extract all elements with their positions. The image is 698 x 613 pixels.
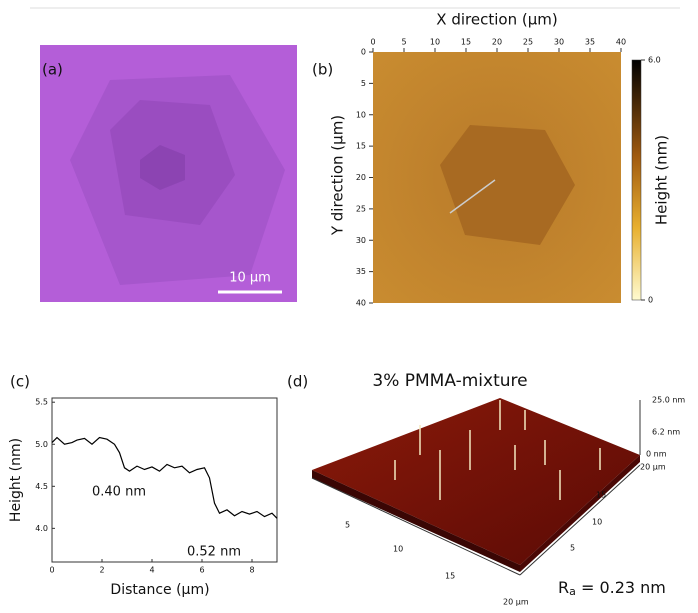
colorbar-tick-label: 0 (648, 296, 653, 305)
y-tick-label: 40 (356, 299, 366, 308)
x-label: 15 (445, 572, 455, 581)
y-tick-label: 5.0 (35, 440, 48, 449)
y-tick-label: 4.0 (35, 524, 48, 533)
y-label: 5 (570, 544, 575, 553)
y-tick-label: 4.5 (35, 482, 48, 491)
x-tick-label: 30 (554, 38, 564, 47)
y-axis-label: Y direction (µm) (329, 115, 347, 236)
y-label: 20 µm (640, 463, 666, 472)
roughness-value: = 0.23 nm (576, 578, 666, 597)
y-tick-label: 25 (356, 204, 366, 213)
x-tick-label: 8 (249, 566, 254, 575)
y-axis-label: Height (nm) (8, 438, 24, 522)
scale-bar-label: 10 µm (229, 271, 271, 286)
colorbar (632, 60, 641, 300)
x-tick-label: 40 (616, 38, 626, 47)
panel-label: (c) (10, 373, 30, 391)
x-label: 10 (393, 545, 403, 554)
surface (312, 398, 640, 565)
x-tick-label: 10 (430, 38, 440, 47)
x-axis-label: X direction (µm) (436, 11, 557, 29)
plot-frame (52, 398, 277, 562)
y-tick-label: 5.5 (35, 398, 48, 407)
panel-title: 3% PMMA-mixture (372, 371, 527, 391)
x-tick-label: 6 (199, 566, 204, 575)
y-tick-label: 35 (356, 267, 366, 276)
annotation: 0.52 nm (187, 545, 241, 560)
x-tick-label: 20 (492, 38, 502, 47)
x-axis-label: Distance (µm) (110, 582, 209, 598)
x-label: 5 (345, 521, 350, 530)
y-tick-label: 10 (356, 110, 366, 119)
z-label: 6.2 nm (652, 428, 680, 437)
roughness-subscript: a (569, 585, 576, 598)
y-label: 15 (596, 491, 606, 500)
x-tick-label: 15 (461, 38, 471, 47)
z-label: 0 nm (646, 450, 667, 459)
x-tick-label: 2 (99, 566, 104, 575)
panel-label: (a) (42, 61, 63, 79)
x-tick-label: 25 (523, 38, 533, 47)
x-tick-label: 5 (401, 38, 406, 47)
x-tick-label: 0 (49, 566, 54, 575)
y-tick-label: 30 (356, 236, 366, 245)
x-tick-label: 0 (370, 38, 375, 47)
colorbar-label: Height (nm) (653, 135, 671, 225)
z-label: 25.0 nm (652, 396, 685, 405)
annotation: 0.40 nm (92, 485, 146, 500)
panel-label: (b) (312, 61, 333, 79)
x-tick-label: 4 (149, 566, 154, 575)
colorbar-tick-label: 6.0 (648, 56, 661, 65)
y-tick-label: 0 (361, 48, 366, 57)
roughness: Ra = 0.23 nm (558, 578, 666, 599)
panel-label: (d) (287, 373, 308, 391)
y-tick-label: 15 (356, 142, 366, 151)
x-tick-label: 35 (585, 38, 595, 47)
y-label: 10 (592, 518, 602, 527)
profile-line (52, 438, 277, 519)
roughness-symbol: R (558, 578, 569, 597)
x-label: 20 µm (503, 598, 529, 607)
y-tick-label: 5 (361, 79, 366, 88)
y-tick-label: 20 (356, 173, 366, 182)
figure: 10 µm (a) (b) X direction (µm) Y directi… (0, 0, 698, 609)
